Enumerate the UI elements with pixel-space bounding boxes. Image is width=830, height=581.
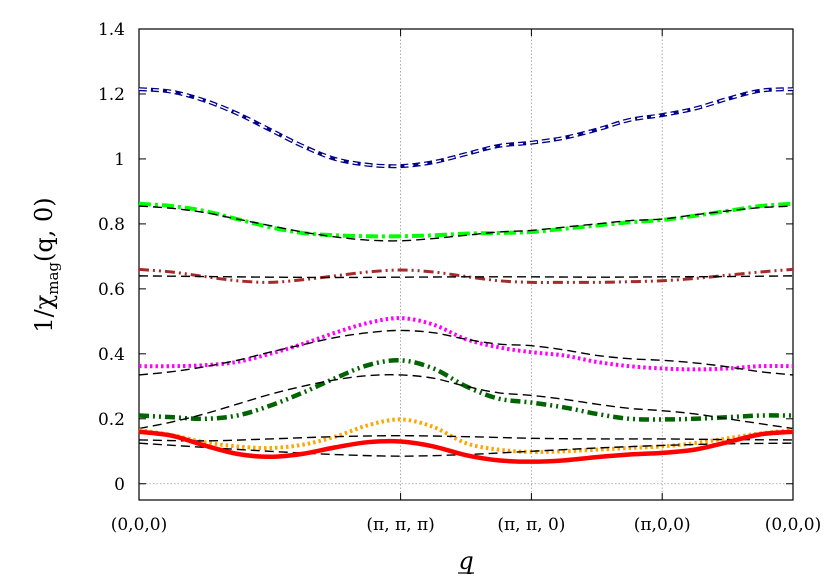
x-tick-label-2: (π, π, 0)	[497, 515, 565, 535]
series-line-13	[138, 429, 794, 464]
y-tick-label-1: 0.2	[98, 410, 125, 430]
y-tick-label-7: 1.4	[98, 20, 125, 40]
x-axis-label: q	[458, 547, 474, 575]
x-tick-label-4: (0,0,0)	[765, 515, 822, 535]
series-line-11	[138, 434, 794, 442]
x-tick-label-3: (π,0,0)	[634, 515, 691, 535]
y-axis-title-prefix: 1/χ	[30, 294, 58, 332]
series-line-5	[138, 275, 794, 279]
y-axis-title-suffix: (q, 0)	[30, 197, 58, 262]
y-tick-label-6: 1.2	[98, 85, 125, 105]
series-line-8	[138, 358, 794, 422]
x-tick-label-1: (π, π, π)	[366, 515, 434, 535]
series-line-10	[138, 417, 794, 454]
y-tick-label-3: 0.6	[98, 280, 125, 300]
ticks: 0 0.2 0.4 0.6 0.8 1 1.2 1.4 (0,0,0) (π, π, π) (π, …	[98, 20, 821, 535]
series-layer	[138, 87, 794, 464]
plot-area: 0 0.2 0.4 0.6 0.8 1 1.2 1.4 (0,0,0) (π, π, π) (π, …	[98, 20, 821, 535]
x-tick-label-0: (0,0,0)	[111, 515, 168, 535]
series-line-4	[138, 267, 794, 284]
y-tick-label-5: 1	[114, 150, 125, 170]
y-tick-label-0: 0	[114, 475, 125, 495]
gridlines	[139, 29, 793, 500]
series-line-6	[138, 316, 794, 372]
y-tick-label-4: 0.8	[98, 215, 125, 235]
y-axis-title-subscript: mag	[44, 262, 62, 295]
series-line-1	[138, 88, 794, 167]
series-line-2	[138, 201, 794, 239]
series-line-7	[138, 329, 794, 376]
series-line-3	[138, 205, 794, 242]
y-axis-title: 1/χmag(q, 0)	[30, 197, 62, 332]
y-axis-label: 1/χmag(q, 0)	[30, 197, 62, 332]
x-axis-title: q	[458, 547, 473, 575]
plot-frame	[138, 28, 794, 501]
y-tick-label-2: 0.4	[98, 345, 125, 365]
